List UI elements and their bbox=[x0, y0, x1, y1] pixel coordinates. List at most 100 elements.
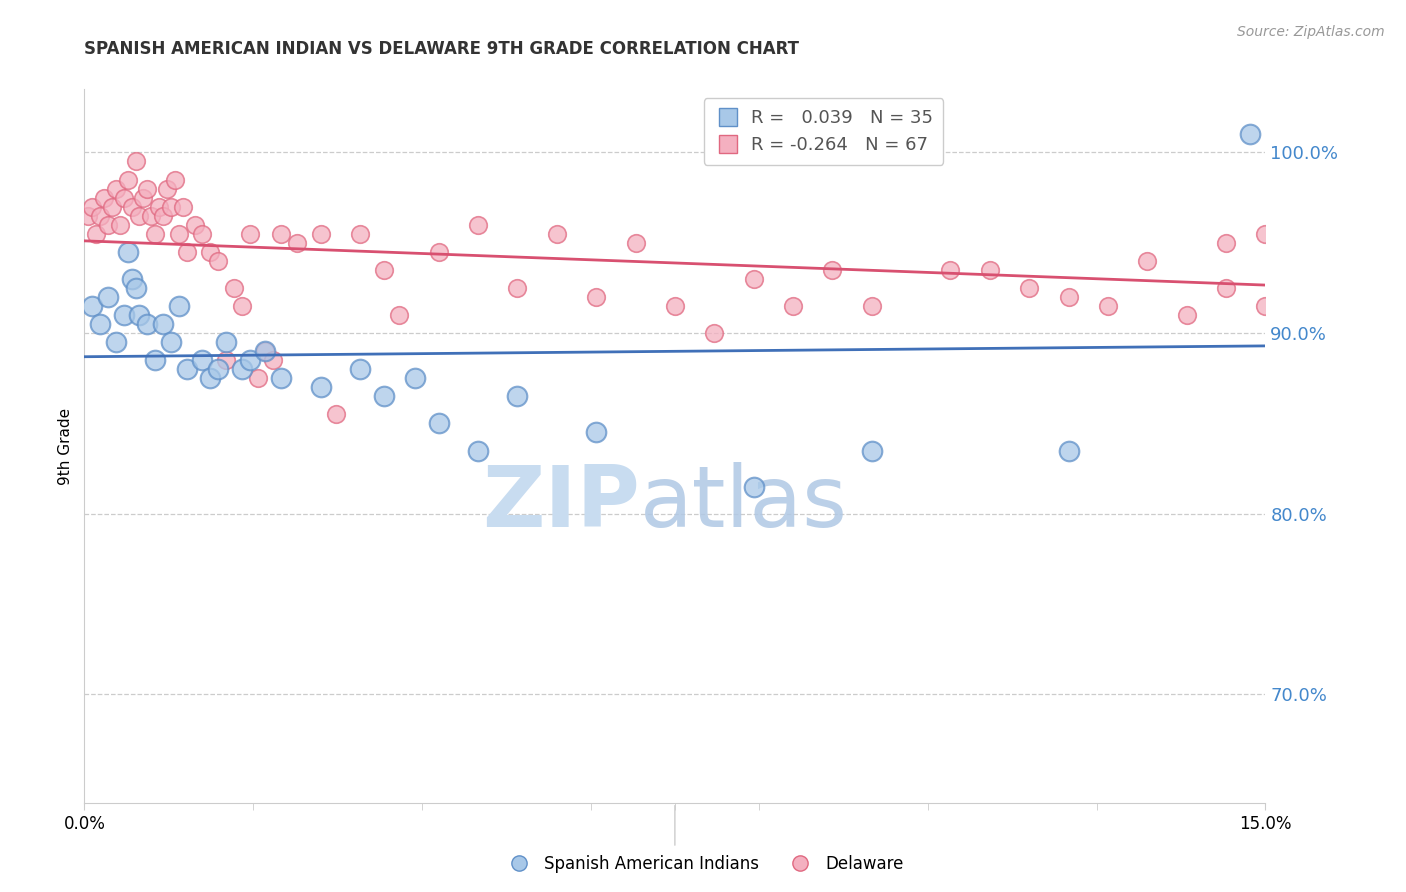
Point bbox=[742, 480, 765, 494]
Point bbox=[143, 227, 166, 241]
Point bbox=[104, 181, 127, 195]
Point bbox=[1254, 299, 1277, 313]
Point bbox=[128, 209, 150, 223]
Point bbox=[585, 290, 607, 304]
Point bbox=[585, 425, 607, 440]
Point bbox=[373, 389, 395, 403]
Point bbox=[427, 244, 450, 259]
Point bbox=[254, 344, 277, 359]
Point bbox=[121, 272, 143, 286]
Point bbox=[262, 353, 284, 368]
Point bbox=[270, 227, 292, 241]
Point bbox=[167, 299, 190, 313]
Point bbox=[167, 227, 190, 241]
Point bbox=[128, 308, 150, 322]
Point bbox=[152, 317, 174, 331]
Point bbox=[176, 362, 198, 376]
Point bbox=[388, 308, 411, 322]
Point bbox=[1136, 253, 1159, 268]
Legend: R =   0.039   N = 35, R = -0.264   N = 67: R = 0.039 N = 35, R = -0.264 N = 67 bbox=[703, 98, 943, 165]
Point bbox=[427, 417, 450, 431]
Point bbox=[222, 281, 245, 295]
Point bbox=[112, 308, 135, 322]
Text: Source: ZipAtlas.com: Source: ZipAtlas.com bbox=[1237, 25, 1385, 39]
Point bbox=[176, 244, 198, 259]
Point bbox=[124, 281, 146, 295]
Point bbox=[309, 380, 332, 394]
Point bbox=[703, 326, 725, 340]
Point bbox=[82, 200, 104, 214]
Point bbox=[270, 371, 292, 385]
Point bbox=[89, 209, 111, 223]
Point bbox=[117, 172, 139, 186]
Point bbox=[172, 200, 194, 214]
Point bbox=[108, 218, 131, 232]
Point bbox=[1239, 128, 1261, 142]
Point bbox=[860, 443, 883, 458]
Y-axis label: 9th Grade: 9th Grade bbox=[58, 408, 73, 484]
Point bbox=[117, 244, 139, 259]
Point bbox=[1097, 299, 1119, 313]
Point bbox=[148, 200, 170, 214]
Point bbox=[160, 200, 183, 214]
Point bbox=[349, 362, 371, 376]
Point bbox=[373, 263, 395, 277]
Point bbox=[231, 299, 253, 313]
Point bbox=[152, 209, 174, 223]
Point bbox=[246, 371, 269, 385]
Point bbox=[207, 362, 229, 376]
Point bbox=[546, 227, 568, 241]
Point bbox=[1057, 290, 1080, 304]
Point bbox=[309, 227, 332, 241]
Point bbox=[121, 200, 143, 214]
Point bbox=[156, 181, 179, 195]
Point bbox=[624, 235, 647, 250]
Point bbox=[97, 218, 120, 232]
Point bbox=[112, 191, 135, 205]
Point bbox=[89, 317, 111, 331]
Point bbox=[1175, 308, 1198, 322]
Point bbox=[101, 200, 124, 214]
Point bbox=[860, 299, 883, 313]
Point bbox=[104, 335, 127, 350]
Legend: Spanish American Indians, Delaware: Spanish American Indians, Delaware bbox=[495, 848, 911, 880]
Point bbox=[664, 299, 686, 313]
Point bbox=[93, 191, 115, 205]
Point bbox=[82, 299, 104, 313]
Point bbox=[200, 244, 222, 259]
Point bbox=[163, 172, 186, 186]
Point bbox=[200, 371, 222, 385]
Point bbox=[97, 290, 120, 304]
Point bbox=[782, 299, 804, 313]
Point bbox=[136, 317, 159, 331]
Point bbox=[1215, 235, 1237, 250]
Point bbox=[1018, 281, 1040, 295]
Point bbox=[141, 209, 163, 223]
Point bbox=[183, 218, 205, 232]
Point bbox=[1215, 281, 1237, 295]
Point bbox=[136, 181, 159, 195]
Point bbox=[467, 443, 489, 458]
Point bbox=[1057, 443, 1080, 458]
Point bbox=[132, 191, 155, 205]
Text: SPANISH AMERICAN INDIAN VS DELAWARE 9TH GRADE CORRELATION CHART: SPANISH AMERICAN INDIAN VS DELAWARE 9TH … bbox=[84, 40, 800, 58]
Point bbox=[191, 227, 214, 241]
Point bbox=[231, 362, 253, 376]
Point bbox=[742, 272, 765, 286]
Point bbox=[239, 227, 262, 241]
Point bbox=[77, 209, 100, 223]
Text: atlas: atlas bbox=[640, 461, 848, 545]
Point bbox=[506, 281, 529, 295]
Text: ZIP: ZIP bbox=[482, 461, 640, 545]
Point bbox=[215, 335, 238, 350]
Point bbox=[143, 353, 166, 368]
Point bbox=[124, 154, 146, 169]
Point bbox=[160, 335, 183, 350]
Point bbox=[506, 389, 529, 403]
Point bbox=[207, 253, 229, 268]
Point bbox=[285, 235, 308, 250]
Point bbox=[349, 227, 371, 241]
Point bbox=[325, 408, 347, 422]
Point bbox=[215, 353, 238, 368]
Point bbox=[1254, 227, 1277, 241]
